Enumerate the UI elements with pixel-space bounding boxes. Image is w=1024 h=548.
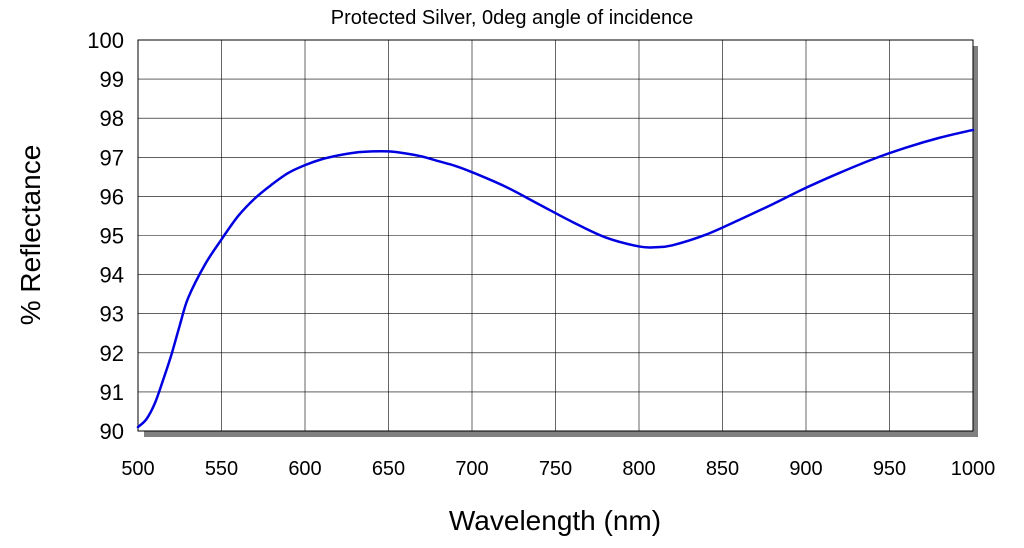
x-tick-label: 550 [205,458,238,480]
x-tick-label: 950 [873,458,906,480]
y-tick-label: 92 [100,341,124,366]
plot-shadow-bottom [144,431,978,437]
y-tick-label: 94 [100,263,124,288]
x-tick-labels: 500 550 600 650 700 750 800 850 900 950 1000 [121,458,995,480]
x-tick-label: 650 [372,458,405,480]
x-tick-label: 900 [789,458,822,480]
y-tick-labels: 90 91 92 93 94 95 96 97 98 99 100 [87,28,124,444]
y-tick-label: 96 [100,184,124,209]
x-tick-label: 750 [539,458,572,480]
y-tick-label: 93 [100,302,124,327]
y-tick-label: 100 [87,28,124,53]
x-tick-label: 600 [288,458,321,480]
y-tick-label: 91 [100,380,124,405]
series-line [136,128,975,429]
y-axis-label: % Reflectance [15,145,46,326]
x-tick-label: 850 [706,458,739,480]
x-tick-label: 500 [121,458,154,480]
x-axis-label: Wavelength (nm) [449,505,661,536]
y-tick-label: 99 [100,67,124,92]
x-tick-label: 1000 [951,458,996,480]
x-tick-label: 700 [455,458,488,480]
grid-lines [137,39,974,432]
y-tick-label: 97 [100,145,124,170]
x-tick-label: 800 [622,458,655,480]
plot-shadow-right [972,46,978,437]
y-tick-label: 98 [100,106,124,131]
y-tick-label: 90 [100,419,124,444]
y-tick-label: 95 [100,224,124,249]
chart-title: Protected Silver, 0deg angle of incidenc… [331,7,693,29]
